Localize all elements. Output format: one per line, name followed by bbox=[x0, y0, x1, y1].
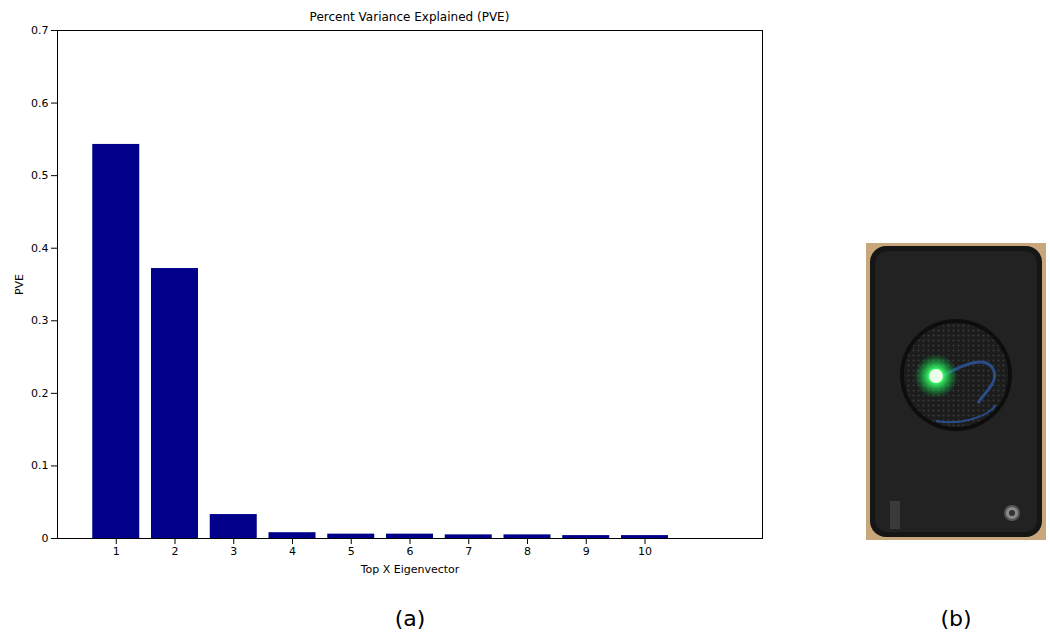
svg-text:0.1: 0.1 bbox=[31, 459, 49, 472]
svg-text:4: 4 bbox=[289, 545, 296, 558]
svg-text:0.3: 0.3 bbox=[31, 314, 49, 327]
svg-text:1: 1 bbox=[113, 545, 120, 558]
svg-text:10: 10 bbox=[638, 545, 652, 558]
html-text:(b): (b) bbox=[940, 606, 972, 631]
svg-text:0.2: 0.2 bbox=[31, 387, 49, 400]
svg-text:0.7: 0.7 bbox=[31, 24, 49, 37]
svg-text:6: 6 bbox=[407, 545, 414, 558]
svg-text:0.4: 0.4 bbox=[31, 242, 49, 255]
svg-text:3: 3 bbox=[230, 545, 237, 558]
svg-text:Top X Eigenvector: Top X Eigenvector bbox=[360, 563, 460, 576]
html-text:Percent Variance Explained (PV: Percent Variance Explained (PVE) bbox=[309, 10, 510, 24]
svg-text:PVE: PVE bbox=[13, 274, 26, 295]
svg-text:2: 2 bbox=[172, 545, 179, 558]
svg-text:0.5: 0.5 bbox=[31, 169, 49, 182]
svg-text:7: 7 bbox=[465, 545, 472, 558]
svg-text:0.6: 0.6 bbox=[31, 97, 49, 110]
svg-text:0: 0 bbox=[42, 532, 49, 545]
svg-text:8: 8 bbox=[524, 545, 531, 558]
html-text:(a): (a) bbox=[394, 606, 426, 631]
svg-text:5: 5 bbox=[348, 545, 355, 558]
svg-text:9: 9 bbox=[583, 545, 590, 558]
